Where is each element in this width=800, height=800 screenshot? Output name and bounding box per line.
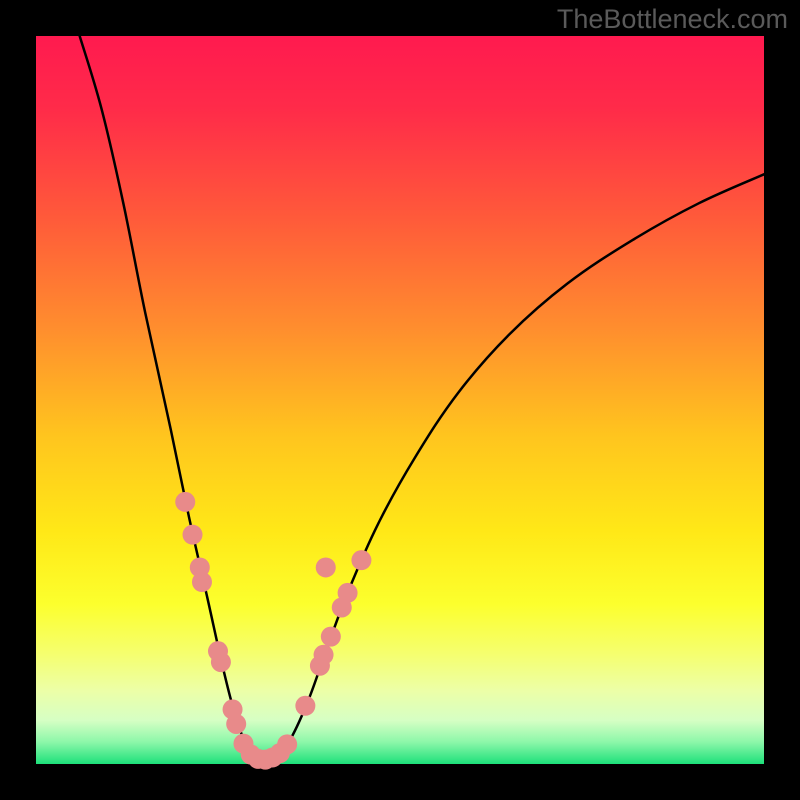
data-marker (321, 627, 341, 647)
data-marker (351, 550, 371, 570)
watermark-text: TheBottleneck.com (557, 4, 788, 35)
data-marker (314, 645, 334, 665)
data-marker (175, 492, 195, 512)
chart-container: TheBottleneck.com (0, 0, 800, 800)
data-marker (226, 714, 246, 734)
data-marker (338, 583, 358, 603)
bottleneck-curve-chart (0, 0, 800, 800)
data-marker (183, 525, 203, 545)
plot-area (36, 36, 764, 764)
data-marker (211, 652, 231, 672)
data-marker (192, 572, 212, 592)
data-marker (316, 557, 336, 577)
data-marker (277, 734, 297, 754)
data-marker (295, 696, 315, 716)
